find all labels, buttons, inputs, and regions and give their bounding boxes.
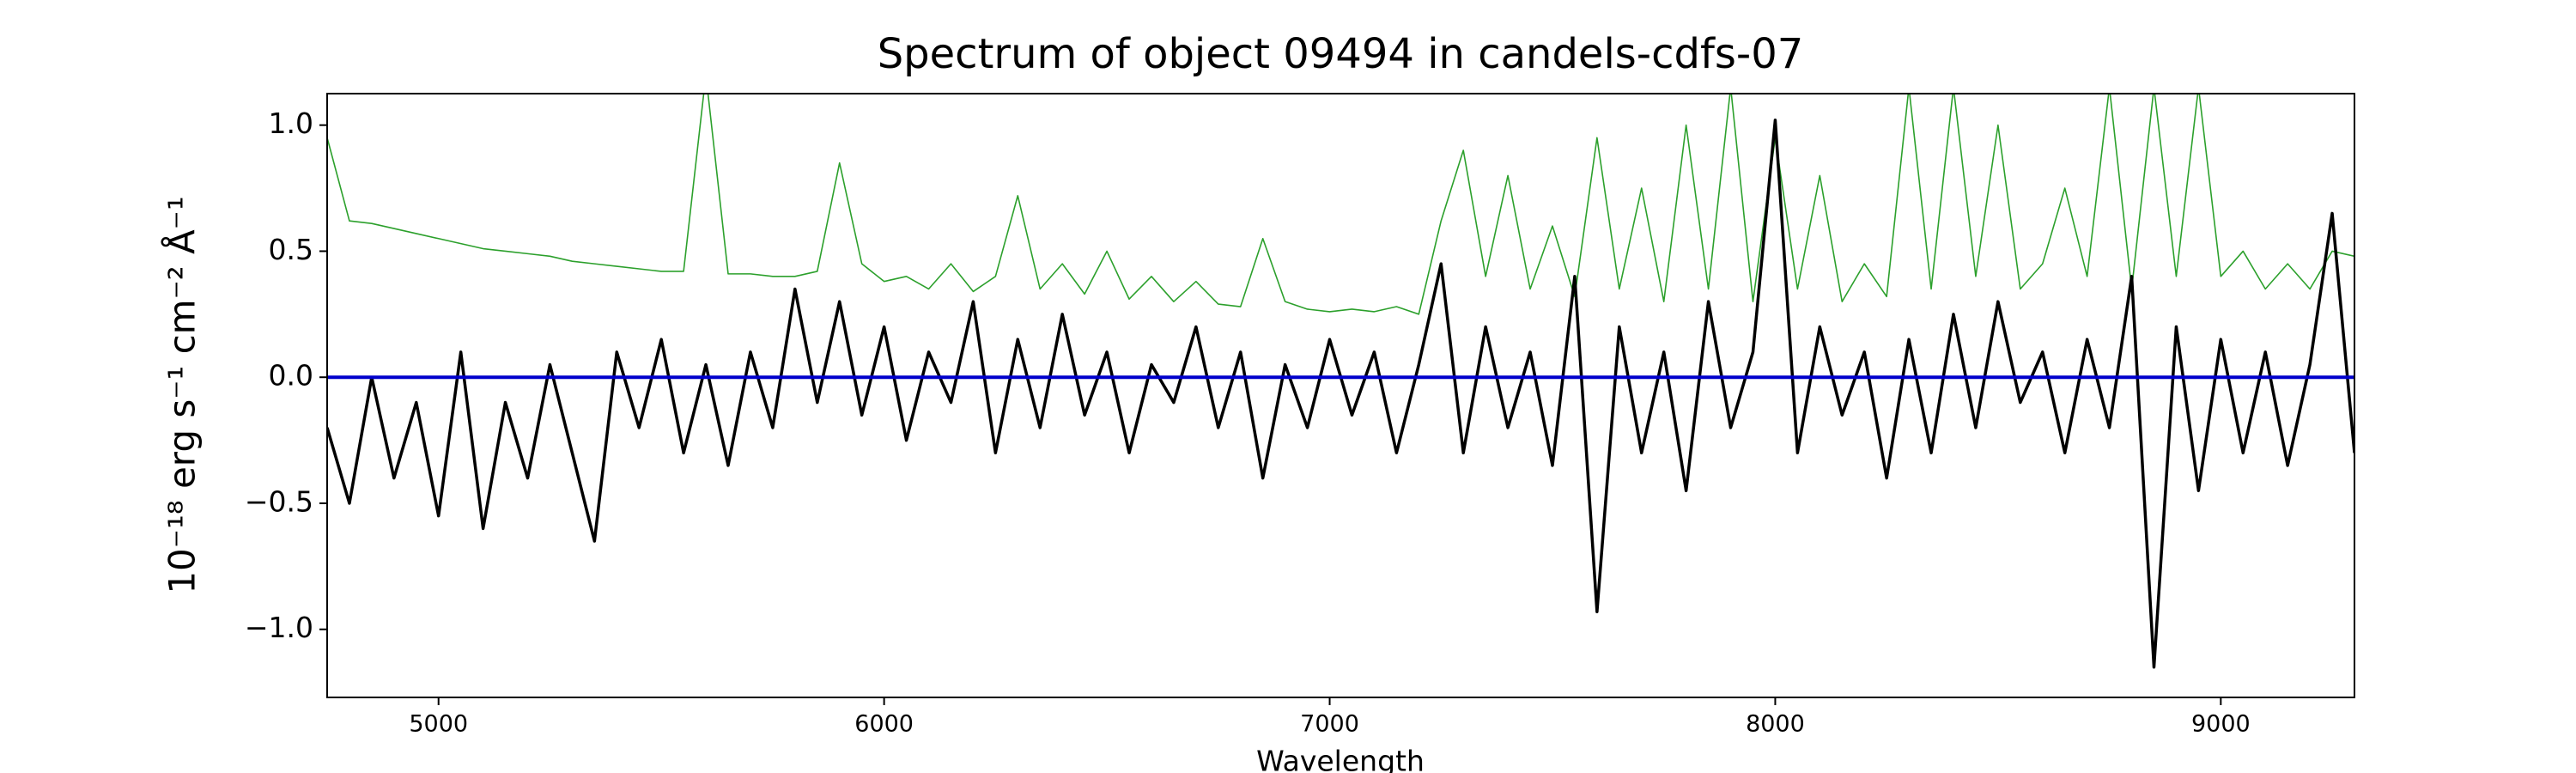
y-tick-label: 0.0 [269, 359, 313, 393]
y-tick-label: −0.5 [245, 484, 313, 518]
y-tick-label: 0.5 [269, 233, 313, 266]
x-tick-label: 6000 [854, 711, 914, 738]
x-axis-label: Wavelength [1256, 745, 1425, 773]
x-tick-label: 9000 [2191, 711, 2251, 738]
x-tick-label: 7000 [1300, 711, 1359, 738]
plot-area [327, 94, 2354, 669]
chart-title: Spectrum of object 09494 in candels-cdfs… [878, 30, 1804, 78]
plot-frame [326, 93, 2355, 698]
x-tick-label: 8000 [1746, 711, 1805, 738]
spectrum-line [327, 119, 2354, 669]
y-tick-label: −1.0 [245, 611, 313, 644]
x-tick-label: 5000 [409, 711, 468, 738]
y-axis-label: 10⁻¹⁸ erg s⁻¹ cm⁻² Å⁻¹ [161, 196, 204, 593]
y-tick-label: 1.0 [269, 107, 313, 140]
spectrum-line [327, 94, 2354, 315]
